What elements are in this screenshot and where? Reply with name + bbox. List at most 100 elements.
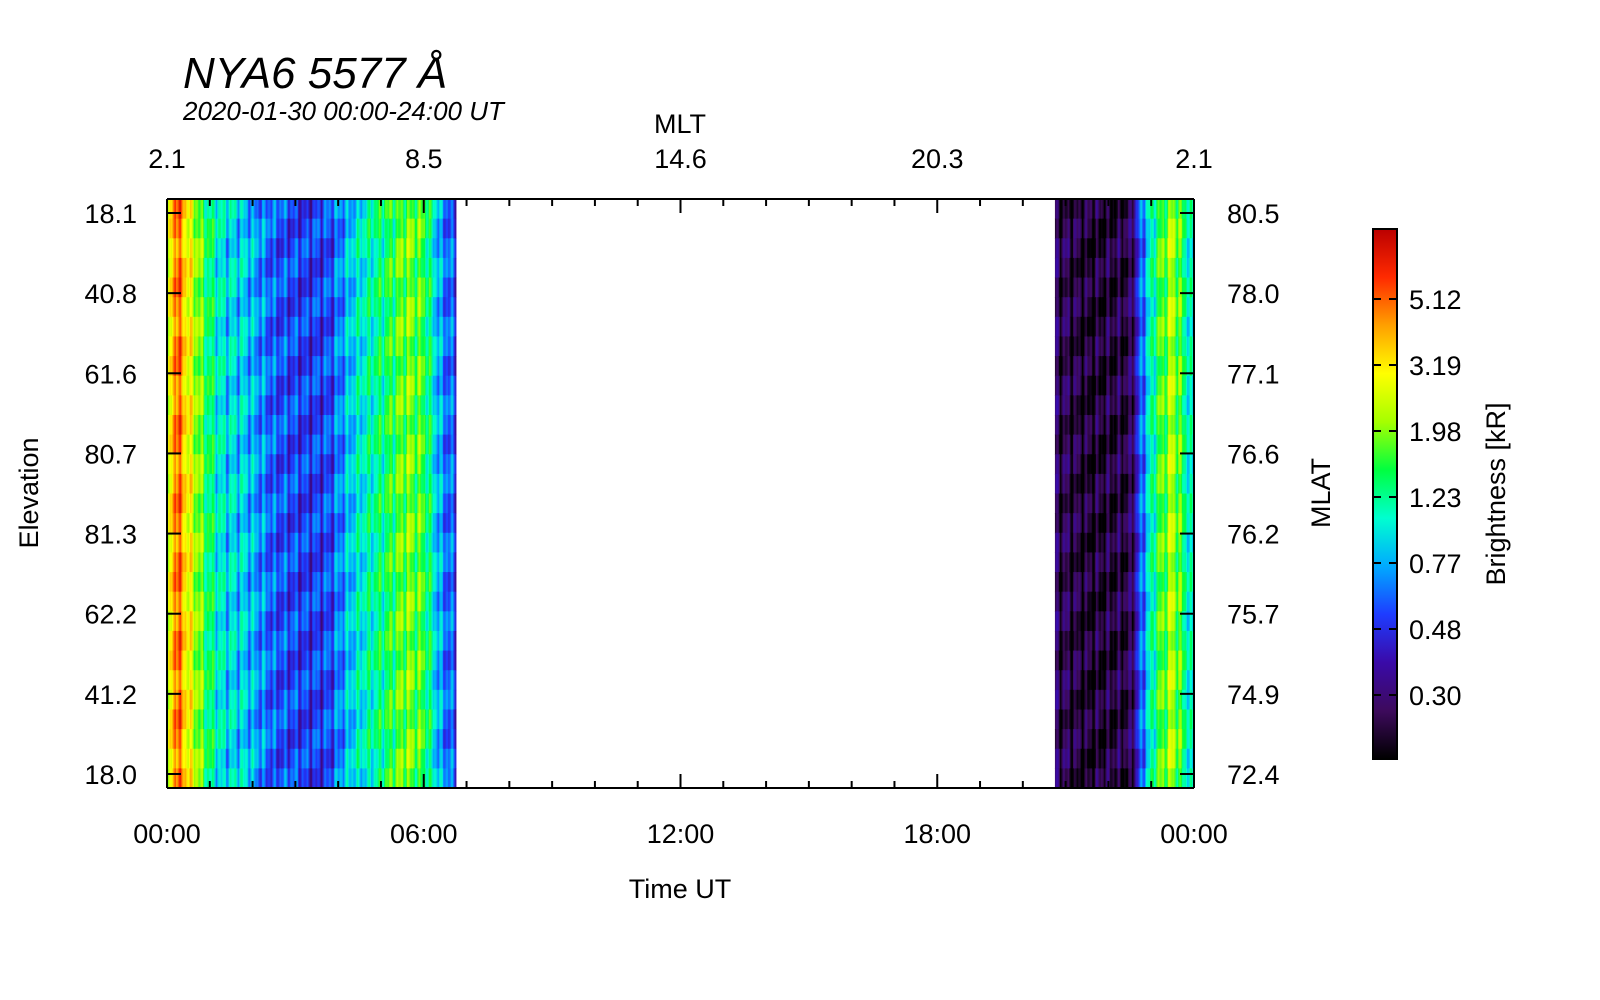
heatmap-cell [183, 257, 186, 279]
heatmap-cell [344, 768, 347, 788]
heatmap-cell [200, 218, 203, 239]
heatmap-cell [292, 414, 295, 436]
heatmap-cell [344, 199, 347, 220]
heatmap-cell [244, 297, 246, 318]
heatmap-cell [372, 513, 375, 534]
heatmap-cell [188, 414, 191, 436]
heatmap-cell [348, 650, 350, 671]
heatmap-cell [355, 395, 358, 416]
heatmap-cell [181, 356, 183, 377]
heatmap-cell [262, 729, 264, 750]
heatmap-cell [264, 473, 267, 495]
heatmap-cell [286, 670, 289, 691]
heatmap-cell [274, 238, 277, 259]
heatmap-cell [169, 238, 172, 259]
heatmap-cell [258, 611, 261, 632]
heatmap-cell [174, 434, 177, 455]
heatmap-cell [330, 513, 332, 534]
heatmap-cell [305, 493, 308, 514]
heatmap-cell [217, 336, 219, 357]
heatmap-cell [319, 552, 322, 573]
heatmap-cell [231, 218, 234, 239]
heatmap-cell [244, 748, 246, 769]
heatmap-cell [268, 238, 271, 259]
heatmap-cell [308, 650, 311, 671]
heatmap-cell [168, 336, 171, 357]
heatmap-cell [328, 277, 331, 298]
heatmap-cell [192, 454, 195, 475]
heatmap-cell [192, 552, 195, 573]
heatmap-cell [238, 395, 241, 416]
heatmap-cell [224, 375, 227, 396]
heatmap-cell [259, 414, 262, 436]
heatmap-cell [241, 473, 244, 495]
heatmap-cell [188, 532, 191, 553]
heatmap-cell [229, 591, 232, 612]
heatmap-cell [309, 611, 312, 632]
heatmap-cell [296, 572, 299, 593]
heatmap-cell [340, 277, 343, 298]
heatmap-cell [288, 336, 291, 357]
heatmap-cell [260, 316, 263, 338]
heatmap-cell [259, 709, 262, 730]
heatmap-cell [281, 395, 284, 416]
heatmap-cell [222, 297, 225, 318]
heatmap-cell [283, 395, 286, 416]
heatmap-cell [226, 572, 228, 593]
heatmap-cell [337, 729, 340, 750]
heatmap-cell [286, 591, 289, 612]
heatmap-cell [254, 238, 257, 259]
heatmap-cell [181, 513, 183, 534]
heatmap-cell [201, 709, 204, 730]
heatmap-cell [262, 316, 264, 338]
heatmap-cell [295, 670, 298, 691]
heatmap-cell [369, 356, 372, 377]
heatmap-cell [238, 454, 241, 475]
heatmap-cell [220, 454, 223, 475]
heatmap-cell [250, 414, 253, 436]
heatmap-cell [348, 199, 350, 220]
heatmap-cell [285, 218, 287, 239]
heatmap-cell [288, 493, 291, 514]
heatmap-cell [273, 670, 276, 691]
heatmap-cell [264, 336, 267, 357]
heatmap-cell [255, 709, 258, 730]
heatmap-cell [278, 670, 281, 691]
heatmap-cell [219, 532, 222, 553]
heatmap-cell [308, 513, 311, 534]
heatmap-cell [226, 670, 228, 691]
heatmap-cell [224, 689, 227, 711]
heatmap-cell [235, 316, 237, 338]
heatmap-cell [328, 434, 331, 455]
heatmap-cell [283, 670, 286, 691]
heatmap-cell [323, 297, 326, 318]
heatmap-cell [186, 297, 189, 318]
heatmap-cell [268, 257, 271, 279]
heatmap-cell [246, 297, 249, 318]
heatmap-cell [355, 414, 358, 436]
heatmap-cell [342, 670, 345, 691]
heatmap-cell [337, 297, 340, 318]
heatmap-cell [250, 552, 253, 573]
heatmap-cell [344, 513, 347, 534]
heatmap-cell [288, 257, 291, 279]
heatmap-cell [290, 199, 293, 220]
heatmap-cell [276, 395, 278, 416]
heatmap-cell [246, 493, 249, 514]
heatmap-cell [217, 493, 219, 514]
heatmap-cell [342, 689, 345, 711]
heatmap-cell [270, 572, 273, 593]
heatmap-cell [342, 414, 345, 436]
heatmap-cell [202, 689, 205, 711]
heatmap-cell [290, 316, 293, 338]
heatmap-cell [226, 591, 228, 612]
heatmap-cell [191, 611, 194, 632]
heatmap-cell [209, 395, 212, 416]
heatmap-cell [301, 513, 304, 534]
heatmap-cell [372, 257, 375, 279]
heatmap-cell [299, 434, 302, 455]
heatmap-cell [264, 748, 267, 769]
heatmap-cell [323, 650, 326, 671]
heatmap-cell [359, 199, 362, 220]
heatmap-cell [332, 630, 335, 652]
